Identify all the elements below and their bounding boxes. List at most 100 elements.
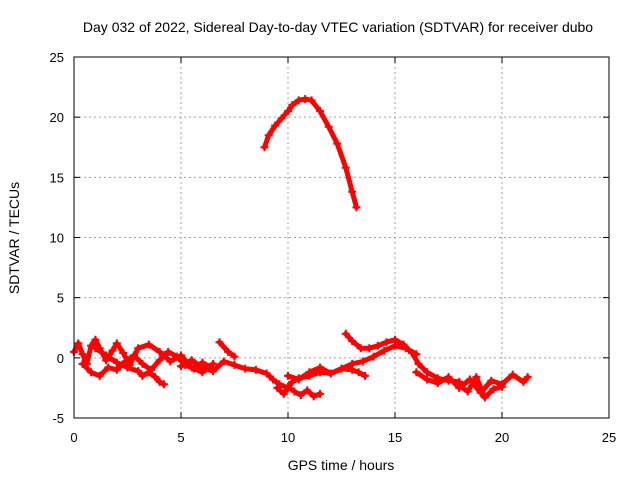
- data-point: [112, 339, 121, 348]
- data-point: [166, 357, 175, 366]
- data-point: [264, 131, 273, 140]
- data-point: [433, 379, 442, 388]
- x-tick-label: 20: [495, 430, 509, 445]
- series-line: [92, 345, 167, 387]
- data-point: [361, 371, 370, 380]
- data-point: [348, 187, 357, 196]
- y-tick-label: 5: [57, 291, 64, 306]
- data-point: [455, 381, 464, 390]
- data-point: [284, 371, 292, 380]
- data-point: [123, 363, 132, 372]
- data-point: [87, 368, 96, 377]
- chart-title: Day 032 of 2022, Sidereal Day-to-day VTE…: [83, 19, 593, 35]
- data-point: [399, 340, 408, 349]
- data-point: [284, 382, 292, 391]
- data-point: [408, 349, 417, 358]
- series-trace-6: [273, 382, 325, 401]
- data-point: [290, 387, 299, 396]
- data-point: [151, 373, 160, 382]
- data-point: [341, 163, 350, 172]
- data-point: [87, 341, 96, 350]
- data-point: [341, 329, 350, 338]
- data-point: [230, 352, 239, 361]
- data-point: [260, 143, 269, 152]
- data-point: [498, 382, 506, 391]
- series-trace-3: [91, 344, 168, 389]
- data-point: [382, 338, 391, 347]
- data-point: [423, 375, 432, 384]
- data-point: [294, 96, 303, 105]
- y-tick-label: 20: [50, 110, 64, 125]
- y-tick-label: -5: [52, 411, 64, 426]
- data-point: [316, 107, 325, 116]
- data-point: [294, 375, 303, 384]
- data-point: [284, 107, 292, 116]
- data-point: [487, 376, 496, 385]
- data-point: [391, 335, 399, 344]
- series-line: [217, 339, 237, 360]
- series-trace-11: [455, 373, 506, 402]
- data-point: [508, 370, 517, 379]
- x-tick-label: 25: [602, 430, 616, 445]
- data-point: [523, 373, 532, 382]
- data-point: [134, 344, 143, 353]
- data-point: [138, 371, 147, 380]
- data-point: [144, 340, 153, 349]
- series-trace-4: [177, 356, 370, 392]
- data-point: [102, 351, 111, 360]
- series-trace-8: [341, 329, 464, 386]
- data-point: [134, 367, 143, 376]
- data-point: [230, 361, 239, 370]
- data-point: [271, 121, 280, 130]
- data-point: [224, 347, 233, 356]
- data-point: [480, 393, 489, 402]
- data-point: [74, 339, 83, 348]
- grid-lines: [74, 57, 609, 418]
- data-point: [423, 368, 432, 377]
- y-tick-label: 10: [50, 231, 64, 246]
- data-point: [209, 367, 218, 376]
- data-point: [155, 377, 164, 386]
- y-axis-label: SDTVAR / TECUs: [6, 182, 22, 294]
- series-trace-10: [412, 368, 532, 397]
- data-point: [305, 368, 314, 377]
- y-tick-label: 15: [50, 170, 64, 185]
- data-point: [352, 203, 361, 212]
- x-axis-label: GPS time / hours: [288, 457, 395, 473]
- series-trace-7: [284, 341, 421, 384]
- data-point: [129, 351, 138, 360]
- data-point: [241, 364, 250, 373]
- series-line: [262, 96, 359, 210]
- series-trace-2: [78, 347, 215, 380]
- data-point: [365, 344, 374, 353]
- data-point: [296, 391, 305, 400]
- data-point: [112, 365, 121, 374]
- data-point: [309, 392, 318, 401]
- data-point: [138, 359, 147, 368]
- data-point: [251, 365, 260, 374]
- y-tick-label: 0: [57, 351, 64, 366]
- data-point: [91, 335, 100, 344]
- data-point: [279, 389, 288, 398]
- data-point: [307, 96, 316, 105]
- data-point: [412, 368, 421, 377]
- data-point: [463, 387, 472, 396]
- data-point: [78, 350, 87, 359]
- data-point: [187, 356, 196, 365]
- data-point: [356, 344, 365, 353]
- data-point: [337, 364, 346, 373]
- data-point: [119, 349, 128, 358]
- data-point: [155, 347, 164, 356]
- data-point: [301, 95, 310, 104]
- data-point: [444, 373, 453, 382]
- data-point: [277, 114, 286, 123]
- data-point: [303, 386, 312, 395]
- axis-ticks: 0 5 10 15 20 25 -5 0 5 10 15 20 25: [50, 50, 617, 445]
- data-point: [262, 369, 271, 378]
- data-point: [78, 359, 87, 368]
- data-point: [288, 101, 297, 110]
- data-point: [91, 344, 100, 353]
- data-point: [324, 122, 333, 131]
- data-point: [358, 357, 367, 366]
